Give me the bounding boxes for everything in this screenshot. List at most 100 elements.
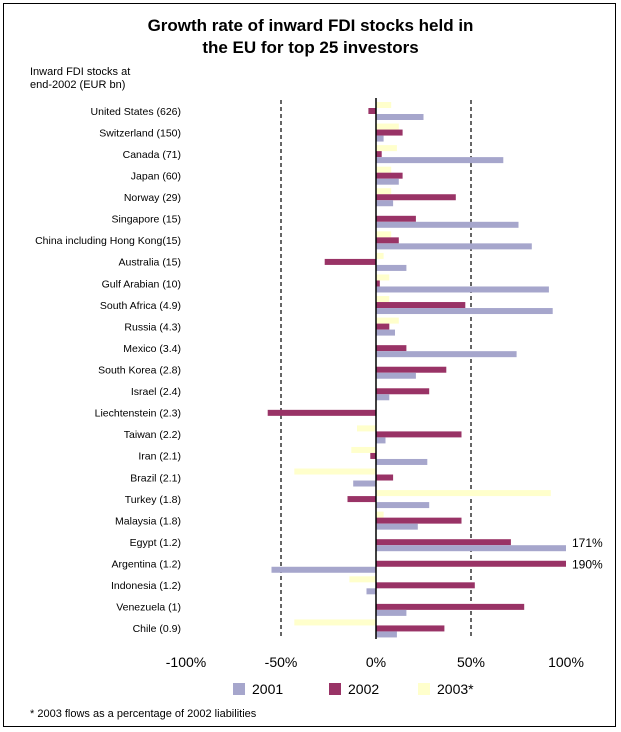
bar-2002-17 — [376, 474, 394, 481]
bar-2003-9 — [376, 296, 390, 303]
category-label-18: Turkey (1.8) — [125, 494, 181, 506]
category-label-13: Israel (2.4) — [131, 386, 181, 398]
bar-2001-0 — [376, 114, 424, 120]
bar-2002-4 — [376, 194, 456, 201]
bar-2003-22 — [349, 576, 376, 583]
bar-2002-24 — [376, 625, 445, 632]
bar-2003-4 — [376, 188, 392, 195]
bar-2001-12 — [376, 372, 416, 379]
chart-subtitle-line-2: end-2002 (EUR bn) — [30, 79, 126, 91]
x-tick-label-1: -50% — [265, 654, 298, 670]
category-label-3: Japan (60) — [131, 170, 181, 182]
bar-2003-3 — [376, 166, 392, 173]
category-label-14: Liechtenstein (2.3) — [95, 408, 181, 420]
bar-2002-10 — [376, 323, 390, 330]
bar-2001-4 — [376, 200, 394, 207]
legend-swatch-2002 — [329, 683, 341, 695]
category-label-8: Gulf Arabian (10) — [102, 278, 181, 290]
category-label-22: Indonesia (1.2) — [111, 580, 181, 592]
bar-2001-22 — [366, 588, 376, 595]
bar-2003-17 — [294, 468, 376, 475]
bar-2002-13 — [376, 388, 430, 395]
category-label-11: Mexico (3.4) — [123, 343, 181, 355]
bar-2003-1 — [376, 123, 399, 130]
bar-2001-18 — [376, 502, 430, 509]
bar-2002-12 — [376, 366, 447, 373]
x-tick-label-3: 50% — [457, 654, 485, 670]
bar-2002-3 — [376, 172, 403, 179]
bar-2002-5 — [376, 215, 416, 222]
bar-2003-16 — [351, 446, 376, 453]
bar-2002-22 — [376, 582, 475, 589]
bar-2002-19 — [376, 517, 462, 524]
bar-2001-1 — [376, 135, 384, 142]
category-label-21: Argentina (1.2) — [112, 559, 181, 571]
bar-2001-23 — [376, 609, 407, 616]
bar-2001-24 — [376, 631, 397, 638]
bar-2002-9 — [376, 302, 466, 309]
category-label-7: Australia (15) — [119, 257, 181, 269]
bar-2003-7 — [376, 252, 384, 259]
bar-2001-7 — [376, 264, 407, 271]
legend-swatch-2003 — [418, 683, 430, 695]
bar-2001-17 — [353, 480, 376, 487]
bar-2001-20 — [376, 545, 566, 552]
bar-2003-10 — [376, 317, 399, 324]
bar-2001-6 — [376, 243, 532, 250]
footnote: * 2003 flows as a percentage of 2002 lia… — [30, 708, 257, 720]
chart-subtitle: Inward FDI stocks at end-2002 (EUR bn) — [30, 66, 130, 92]
category-label-24: Chile (0.9) — [133, 623, 181, 635]
bar-2001-9 — [376, 308, 553, 315]
bar-2002-0 — [368, 108, 376, 114]
bar-2002-21 — [376, 560, 566, 567]
bar-2002-15 — [376, 431, 462, 438]
bar-2001-21 — [271, 566, 376, 573]
bar-2001-11 — [376, 351, 517, 358]
category-label-10: Russia (4.3) — [124, 321, 181, 333]
bar-2002-1 — [376, 129, 403, 136]
category-label-16: Iran (2.1) — [138, 451, 181, 463]
data-label-1: 190% — [572, 558, 603, 572]
legend: 2001 2002 2003* — [0, 681, 621, 701]
bar-2002-8 — [376, 280, 380, 287]
bar-2003-19 — [376, 511, 384, 518]
category-label-17: Brazil (2.1) — [130, 472, 181, 484]
category-label-12: South Korea (2.8) — [98, 365, 181, 377]
bar-2001-5 — [376, 221, 519, 228]
chart-title-line-1: Growth rate of inward FDI stocks held in — [147, 16, 474, 35]
bar-2001-13 — [376, 394, 390, 401]
bar-2003-8 — [376, 274, 390, 281]
category-label-4: Norway (29) — [124, 192, 181, 204]
bar-2001-2 — [376, 157, 504, 164]
bar-2002-7 — [324, 258, 376, 265]
category-label-2: Canada (71) — [123, 149, 181, 161]
legend-label-2003: 2003* — [437, 681, 474, 697]
chart-subtitle-line-1: Inward FDI stocks at — [30, 66, 131, 78]
chart-title-line-2: the EU for top 25 investors — [202, 38, 419, 57]
bar-2001-16 — [376, 458, 428, 465]
category-label-15: Taiwan (2.2) — [124, 429, 181, 441]
bar-2003-2 — [376, 145, 397, 152]
x-tick-label-2: 0% — [366, 654, 386, 670]
legend-label-2002: 2002 — [348, 681, 380, 697]
bar-2003-18 — [376, 490, 551, 497]
bar-2002-16 — [370, 452, 376, 459]
x-tick-label-0: -100% — [166, 654, 206, 670]
category-label-5: Singapore (15) — [112, 214, 181, 226]
bar-2002-23 — [376, 603, 525, 610]
bar-2001-15 — [376, 437, 386, 444]
bar-2002-2 — [376, 151, 382, 158]
bar-2003-6 — [376, 231, 392, 238]
bar-2002-14 — [267, 409, 376, 416]
bar-2003-15 — [357, 425, 376, 432]
data-label-0: 171% — [572, 536, 603, 550]
legend-item-2002: 2002 — [329, 681, 379, 697]
chart-title: Growth rate of inward FDI stocks held in… — [0, 15, 621, 59]
bar-2001-3 — [376, 178, 399, 185]
bar-2001-10 — [376, 329, 395, 336]
bar-2003-24 — [294, 619, 376, 626]
bar-2001-19 — [376, 523, 418, 530]
bar-2002-20 — [376, 539, 511, 546]
bar-2002-6 — [376, 237, 399, 244]
